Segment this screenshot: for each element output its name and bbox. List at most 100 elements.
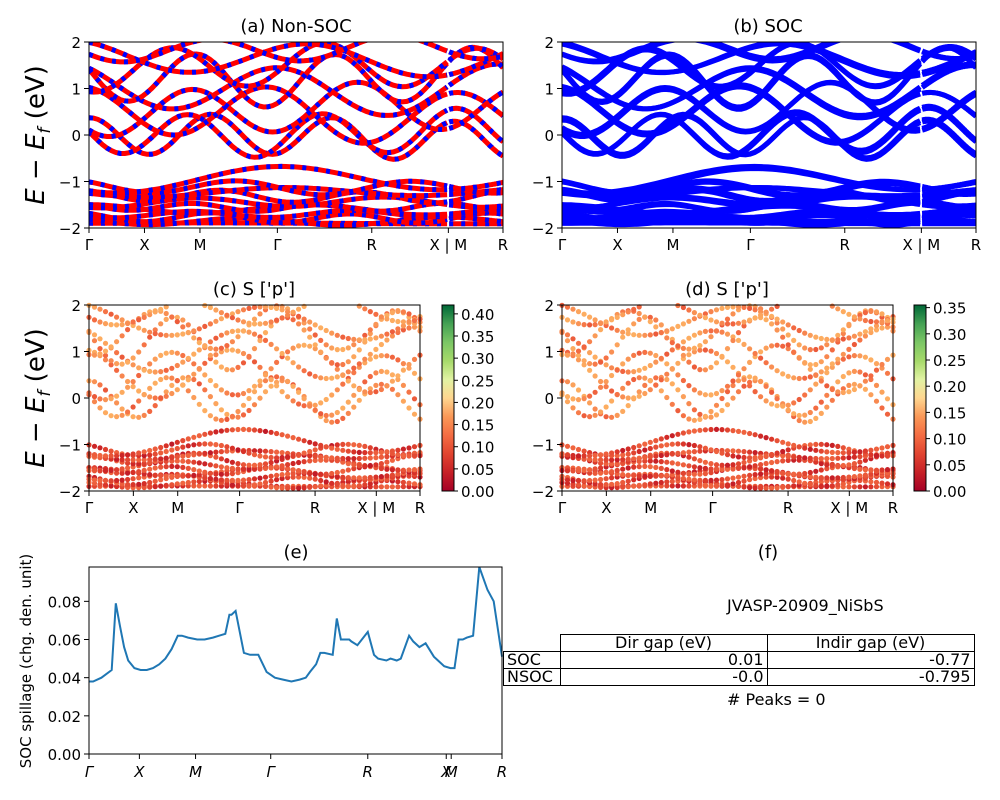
band-dot [697,477,703,483]
band-dot [813,415,819,421]
band-dot [334,455,340,461]
band-line [920,63,976,90]
band-dot [719,305,725,311]
band-dot [246,320,252,326]
band-dot [91,468,98,474]
band-dot [97,306,103,312]
band-dot [114,393,120,399]
band-dot [769,468,775,474]
band-dot [824,370,830,376]
band-dot [108,453,114,459]
band-dot [351,475,357,481]
band-dot [686,346,692,352]
band-dot [114,467,120,473]
band-dot [389,472,395,478]
band-dot [807,347,813,353]
band-dot [268,383,274,389]
band-dot [609,469,615,475]
band-dot [592,457,598,463]
band-dot [829,449,835,455]
band-dot [411,318,418,324]
band-dot [625,380,631,386]
band-dot [285,454,291,460]
band-dot [312,471,318,477]
band-dot [818,461,824,467]
band-dot [163,367,169,373]
band-dot [713,448,720,455]
band-dot [730,475,736,481]
band-dot [229,311,235,317]
band-dot [251,476,258,482]
band-dot [851,454,858,460]
band-dot [609,325,615,331]
band-dot [664,472,670,478]
band-dot [620,479,626,486]
band-dot [774,396,780,402]
band-dot [735,461,742,467]
band-dot [868,471,874,477]
band-dot [345,467,351,473]
band-dot [251,427,258,433]
band-dot [769,452,775,458]
band-line-dash [448,184,503,196]
band-dot [213,352,219,358]
band-dot [274,305,280,311]
band-dot [152,472,158,478]
band-dot [575,321,582,327]
cbar-tick-label: 0.35 [933,300,966,318]
band-dot [702,482,709,488]
band-dot [730,321,736,327]
band-dot [642,463,648,469]
band-dot [862,472,869,478]
band-dot [642,332,648,338]
band-line-dash [448,49,503,62]
band-dot [262,389,269,395]
band-dot [180,324,186,330]
band-dot [818,483,824,489]
band-dot [235,461,241,467]
band-dot [102,309,109,315]
band-dot [609,475,615,481]
band-dot [813,381,819,387]
x-tick-label: M [644,499,657,517]
band-dot [730,378,736,384]
band-dot [747,449,753,455]
band-dot [147,394,153,400]
band-dot [351,354,357,360]
band-dot [603,414,609,420]
band-dot [791,411,797,417]
band-dot [163,310,169,317]
band-dot [769,436,775,442]
band-dot [857,316,863,322]
band-dot [719,450,725,456]
band-dot [251,346,258,352]
band-dot [625,465,631,471]
band-dot [163,443,169,449]
band-dot [741,454,747,461]
band-dot [373,354,379,360]
band-dot [240,402,247,408]
band-dot [807,409,813,416]
band-dot [581,362,587,368]
band-dot [97,405,103,411]
band-dot [163,473,169,479]
x-tick-label: X [612,236,622,254]
cbar-tick-label: 0.05 [933,457,966,475]
band-dot [257,364,263,370]
band-dot [614,453,620,459]
band-dot [213,383,219,389]
band-dot [658,322,664,328]
band-dot [653,352,659,359]
band-dot [180,359,186,365]
y-tick-label: 0.08 [48,593,81,611]
band-dot [240,307,247,313]
band-dot [614,449,620,455]
band-dot [334,409,340,416]
band-dot [108,483,114,489]
band-dot [235,466,241,472]
band-dot [141,457,147,463]
band-line [921,200,976,209]
band-dot [362,389,368,395]
band-dot [97,351,103,357]
band-dot [868,447,874,453]
